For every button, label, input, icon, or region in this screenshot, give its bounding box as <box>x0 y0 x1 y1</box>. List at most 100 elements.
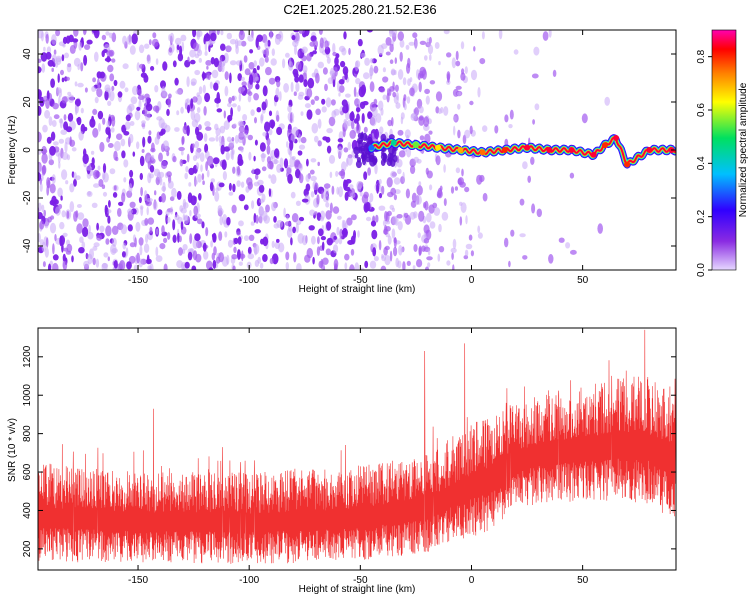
spectrogram-noise-blob <box>372 106 378 118</box>
spectrogram-noise-blob <box>382 154 387 164</box>
spectrogram-noise-blob <box>427 44 434 55</box>
spectrogram-noise-blob <box>73 30 79 37</box>
spectrogram-noise-blob <box>468 234 473 241</box>
spectrogram-noise-blob <box>181 41 185 52</box>
spectrogram-noise-blob <box>385 226 391 232</box>
spectrogram-noise-blob <box>62 232 68 237</box>
spectrogram-noise-blob <box>354 73 358 78</box>
spectrogram-noise-blob <box>457 103 461 110</box>
spectrogram-noise-blob <box>219 215 223 226</box>
spectrogram-noise-blob <box>151 38 159 47</box>
spectrogram-noise-blob <box>325 210 332 220</box>
spectrogram-noise-blob <box>311 123 319 134</box>
spectrogram-noise-blob <box>134 237 137 248</box>
spectrogram-noise-blob <box>91 157 95 166</box>
spectrogram-noise-blob <box>353 230 356 240</box>
spectrogram-noise-blob <box>470 69 478 81</box>
spectrogram-noise-blob <box>196 218 203 225</box>
spectrogram-y-tick-label: -40 <box>22 238 33 253</box>
spectrogram-noise-blob <box>233 246 237 253</box>
spectrogram-noise-blob <box>180 34 187 42</box>
spectrogram-noise-blob <box>195 126 200 136</box>
spectrogram-noise-blob <box>113 260 118 269</box>
snr-x-tick-label: -100 <box>239 575 259 586</box>
spectrogram-noise-blob <box>348 47 351 56</box>
spectrogram-noise-blob <box>38 89 42 99</box>
spectrogram-noise-blob <box>333 235 338 240</box>
spectrogram-noise-blob <box>92 77 96 83</box>
spectrogram-noise-blob <box>437 108 442 115</box>
spectrogram-noise-blob <box>402 77 407 86</box>
spectrogram-noise-blob <box>256 107 262 113</box>
spectrogram-noise-blob <box>41 63 46 73</box>
spectrogram-noise-blob <box>450 186 455 194</box>
spectrogram-noise-blob <box>482 192 488 202</box>
spectrogram-noise-blob <box>363 171 368 181</box>
spectrogram-noise-blob <box>394 57 397 64</box>
spectrogram-noise-blob <box>228 97 233 104</box>
spectrogram-noise-blob <box>86 166 93 171</box>
spectrogram-noise-blob <box>519 198 525 206</box>
spectrogram-noise-blob <box>90 150 95 155</box>
spectrogram-noise-blob <box>315 108 321 116</box>
spectrogram-noise-blob <box>158 171 165 178</box>
spectrogram-x-tick-label: 50 <box>577 275 589 286</box>
spectrogram-noise-blob <box>438 223 442 233</box>
spectrogram-noise-blob <box>293 252 297 263</box>
spectrogram-noise-blob <box>253 93 259 101</box>
spectrogram-noise-blob <box>293 91 297 96</box>
spectrogram-noise-blob <box>459 216 463 226</box>
spectrogram-noise-blob <box>181 136 185 146</box>
spectrogram-noise-blob <box>219 125 226 134</box>
spectrogram-noise-blob <box>160 122 168 130</box>
spectrogram-noise-blob <box>298 74 304 83</box>
spectrogram-noise-blob <box>276 238 280 243</box>
spectrogram-noise-blob <box>175 89 182 95</box>
spectrogram-noise-blob <box>140 186 144 197</box>
spectrogram-noise-blob <box>174 127 180 132</box>
spectrogram-noise-blob <box>317 61 324 69</box>
spectrogram-noise-blob <box>337 80 340 92</box>
spectrogram-noise-blob <box>301 46 308 54</box>
spectrogram-noise-blob <box>343 31 347 40</box>
spectrogram-noise-blob <box>146 206 149 216</box>
spectrogram-noise-blob <box>66 210 70 219</box>
spectrogram-noise-blob <box>46 177 51 189</box>
spectrogram-noise-blob <box>413 211 418 219</box>
spectrogram-noise-blob <box>69 201 75 213</box>
spectrogram-noise-blob <box>349 184 354 190</box>
spectrogram-noise-blob <box>262 132 267 137</box>
spectrogram-noise-blob <box>60 129 67 135</box>
spectrogram-noise-blob <box>113 79 118 87</box>
spectrogram-noise-blob <box>536 208 542 218</box>
spectrogram-noise-blob <box>46 90 50 101</box>
spectrogram-noise-blob <box>238 261 243 266</box>
spectrogram-noise-blob <box>375 113 382 124</box>
spectrogram-noise-blob <box>279 157 284 169</box>
chart-title: C2E1.2025.280.21.52.E36 <box>283 2 436 17</box>
spectrogram-noise-blob <box>83 126 88 132</box>
spectrogram-noise-blob <box>264 48 269 58</box>
spectrogram-noise-blob <box>206 169 210 178</box>
spectrogram-noise-blob <box>262 236 269 247</box>
spectrogram-noise-blob <box>195 30 203 38</box>
spectrogram-noise-blob <box>146 254 150 264</box>
spectrogram-noise-blob <box>38 233 41 243</box>
spectrogram-noise-blob <box>175 37 182 46</box>
spectrogram-noise-blob <box>249 49 254 54</box>
snr-x-axis-label: Height of straight line (km) <box>299 584 416 595</box>
spectrogram-noise-blob <box>283 207 286 218</box>
spectrogram-noise-blob <box>304 254 311 263</box>
spectrogram-noise-blob <box>326 145 332 154</box>
spectrogram-noise-blob <box>247 91 253 96</box>
spectrogram-noise-blob <box>189 210 192 217</box>
spectrogram-noise-blob <box>42 96 47 101</box>
spectrogram-noise-blob <box>435 155 441 166</box>
spectrogram-noise-blob <box>260 238 265 245</box>
spectrogram-noise-blob <box>102 172 106 180</box>
spectrogram-noise-blob <box>180 106 184 114</box>
spectrogram-noise-blob <box>129 169 134 178</box>
spectrogram-noise-blob <box>504 114 509 123</box>
spectrogram-noise-blob <box>392 215 398 226</box>
spectrogram-noise-blob <box>345 93 351 98</box>
